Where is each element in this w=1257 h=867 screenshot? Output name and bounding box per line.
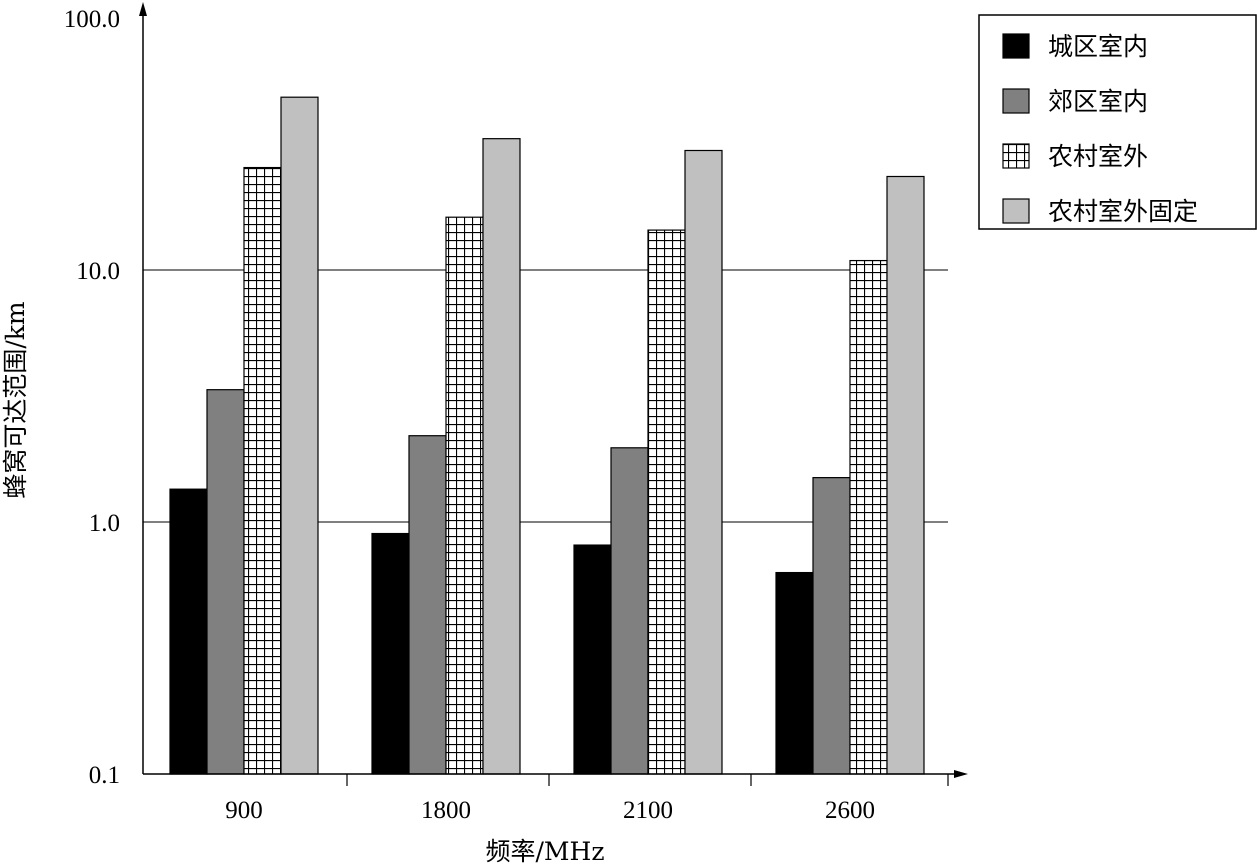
- y-tick-label: 10.0: [76, 258, 120, 285]
- y-tick-labels: 0.1 1.0 10.0 100.0: [64, 6, 120, 789]
- bar: [610, 447, 649, 775]
- axes: [139, 2, 968, 778]
- x-tick-labels: 900 1800 2100 2600: [225, 774, 949, 824]
- y-tick-label: 1.0: [89, 510, 120, 537]
- legend-swatch: [1002, 33, 1030, 59]
- x-tick-label: 2100: [623, 797, 673, 824]
- legend-swatch: [1002, 198, 1030, 224]
- bar: [206, 389, 245, 775]
- bar: [408, 435, 447, 775]
- legend-label: 农村室外: [1048, 142, 1148, 171]
- legend-label: 郊区室内: [1048, 87, 1148, 116]
- bar: [573, 544, 612, 775]
- x-tick-label: 2600: [825, 797, 875, 824]
- bar: [849, 259, 888, 775]
- x-axis-title: 频率/MHz: [486, 837, 605, 866]
- x-axis-arrow: [954, 770, 968, 778]
- bar: [445, 216, 484, 775]
- legend-label: 城区室内: [1048, 32, 1148, 61]
- bar: [886, 175, 925, 775]
- bar: [280, 96, 319, 775]
- y-axis-title: 蜂窝可达范围/km: [1, 301, 30, 499]
- y-tick-label: 0.1: [89, 762, 120, 789]
- bar: [812, 477, 851, 775]
- bar: [169, 488, 208, 775]
- legend-label: 农村室外固定: [1048, 197, 1198, 226]
- y-axis-arrow: [139, 2, 147, 16]
- bar: [647, 229, 686, 775]
- bar: [775, 571, 814, 775]
- legend-swatch: [1002, 88, 1030, 114]
- x-tick-label: 900: [225, 797, 263, 824]
- bars: [169, 96, 925, 775]
- bar: [243, 166, 282, 775]
- bar: [482, 138, 521, 775]
- bar: [684, 149, 723, 775]
- legend-swatch: [1002, 143, 1030, 169]
- bar: [371, 532, 410, 775]
- x-tick-label: 1800: [421, 797, 471, 824]
- y-tick-label: 100.0: [64, 6, 120, 33]
